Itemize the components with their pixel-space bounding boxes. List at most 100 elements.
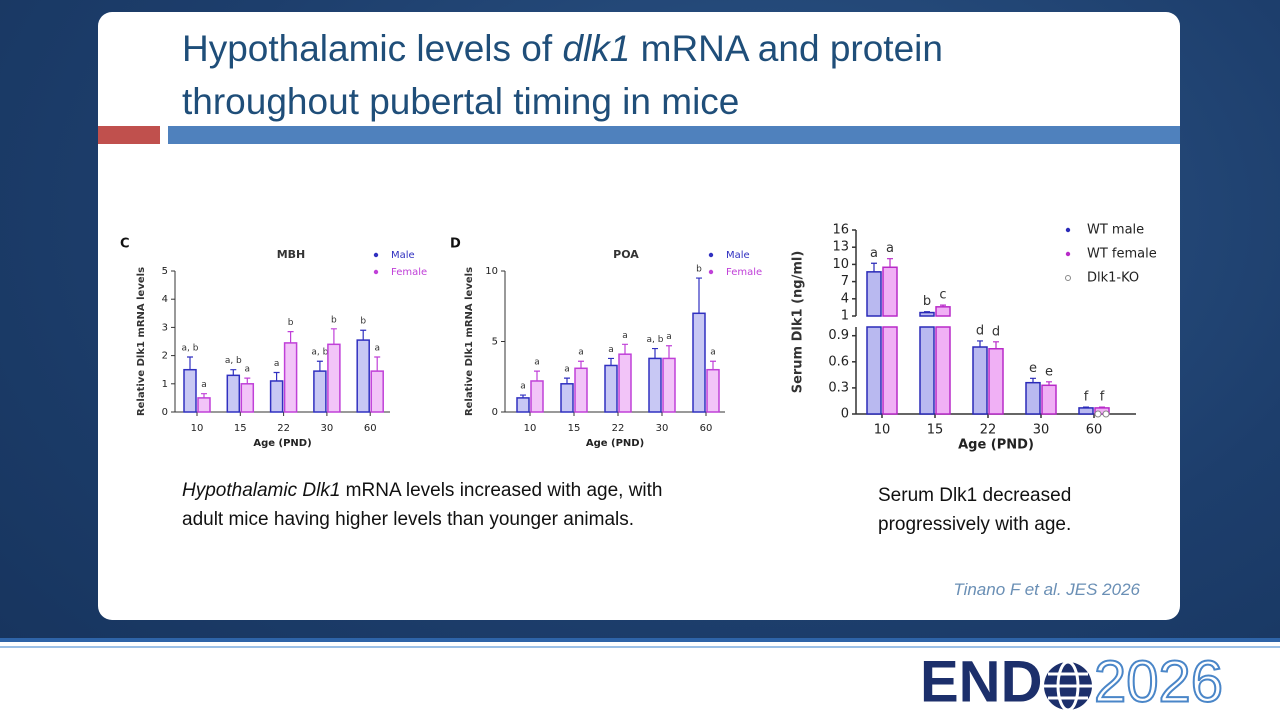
bar	[1025, 381, 1041, 415]
legend-label: Male	[726, 250, 750, 261]
error-bar	[1030, 377, 1036, 383]
significance-letter: a	[534, 358, 540, 368]
significance-letter: a, b	[311, 348, 328, 358]
significance-letter: d	[992, 324, 1000, 339]
error-bar	[696, 277, 702, 314]
y-tick-label: 0	[162, 407, 168, 418]
y-tick-label: 13	[832, 240, 849, 255]
y-tick-label: 7	[841, 274, 849, 289]
x-tick-label: 22	[980, 423, 997, 438]
error-bar	[940, 304, 946, 307]
x-axis-label: Age (PND)	[586, 438, 644, 449]
error-bar	[666, 345, 672, 359]
bar	[706, 368, 720, 413]
slide-card	[98, 12, 1180, 620]
bar	[313, 370, 327, 413]
title-text: throughout pubertal timing in mice	[182, 81, 740, 122]
legend-marker	[373, 269, 379, 275]
error-bar	[374, 356, 381, 372]
bar	[560, 383, 574, 413]
logo-globe	[1044, 660, 1092, 712]
x-tick-label: 60	[364, 423, 377, 434]
error-bar	[871, 262, 877, 272]
significance-letter: f	[1100, 390, 1105, 405]
bar	[530, 380, 544, 413]
legend-marker	[373, 252, 379, 258]
x-tick-label: 15	[234, 423, 247, 434]
bar	[935, 306, 951, 317]
significance-letter: a	[201, 380, 207, 390]
y-tick-label: 16	[832, 223, 849, 238]
bar	[197, 397, 211, 413]
caption-right: progressively with age.	[878, 514, 1072, 535]
y-axis-label: Relative Dlk1 mRNA levels	[464, 267, 475, 416]
y-tick-label: 0.6	[828, 354, 849, 369]
bar	[604, 364, 618, 413]
error-bar	[710, 360, 716, 370]
x-axis-label: Age (PND)	[958, 438, 1034, 453]
error-bar	[652, 347, 658, 359]
bar	[988, 348, 1004, 415]
x-tick-label: 30	[1033, 423, 1050, 438]
accent-bar	[98, 126, 160, 144]
significance-letter: b	[331, 315, 337, 325]
x-tick-label: 30	[321, 423, 334, 434]
significance-letter: a	[245, 365, 251, 375]
title-text: Hypothalamic levels of	[182, 28, 563, 69]
error-bar	[230, 369, 237, 376]
y-tick-label: 1	[841, 309, 849, 324]
title-text: mRNA and protein	[630, 28, 943, 69]
error-bar	[1046, 381, 1052, 386]
error-bar	[201, 393, 207, 398]
significance-letter: b	[923, 294, 931, 309]
error-bar	[273, 371, 280, 381]
ko-marker	[1102, 410, 1110, 418]
significance-letter: a	[666, 332, 672, 342]
legend-label: WT male	[1087, 223, 1144, 238]
y-tick-label: 10	[832, 257, 849, 272]
y-tick-label: 5	[492, 337, 498, 348]
logo-year: 2026	[1094, 649, 1223, 714]
significance-letter: a	[608, 345, 614, 355]
slide-title: throughout pubertal timing in mice	[182, 81, 739, 123]
panel-letter: D	[450, 237, 461, 252]
significance-letter: e	[1045, 364, 1053, 379]
error-bar	[564, 377, 570, 384]
bar	[866, 326, 882, 415]
significance-letter: e	[1029, 361, 1037, 376]
y-tick-label: 10	[485, 266, 498, 277]
bar	[1041, 384, 1057, 415]
significance-letter: b	[360, 317, 366, 327]
y-axis-label: Relative Dlk1 mRNA levels	[136, 267, 147, 416]
x-tick-label: 15	[927, 423, 944, 438]
significance-letter: a, b	[647, 335, 664, 345]
legend-label: Male	[391, 250, 415, 261]
error-bar	[360, 329, 367, 341]
x-tick-label: 15	[568, 423, 581, 434]
error-bar	[330, 328, 337, 345]
y-axis-label: Serum Dlk1 (ng/ml)	[791, 251, 806, 394]
error-bar	[993, 341, 999, 349]
error-bar	[887, 258, 893, 268]
bar	[972, 346, 988, 415]
error-bar	[244, 377, 251, 384]
citation: Tinano F et al. JES 2026	[953, 580, 1140, 599]
significance-letter: b	[288, 318, 294, 328]
chart-title: MBH	[277, 248, 306, 261]
significance-letter: a	[886, 241, 894, 256]
error-bar	[1083, 406, 1089, 408]
legend-marker	[1065, 227, 1071, 233]
significance-letter: a	[870, 246, 878, 261]
x-tick-label: 10	[524, 423, 537, 434]
significance-letter: c	[939, 288, 946, 303]
significance-letter: d	[976, 323, 984, 338]
y-tick-label: 4	[841, 291, 849, 306]
significance-letter: a	[520, 382, 526, 392]
legend-marker	[708, 252, 714, 258]
significance-letter: f	[1084, 390, 1089, 405]
ko-marker	[1094, 410, 1102, 418]
legend-marker	[1065, 275, 1071, 281]
error-bar	[316, 360, 323, 372]
bar	[516, 397, 530, 413]
significance-letter: a	[374, 344, 380, 354]
